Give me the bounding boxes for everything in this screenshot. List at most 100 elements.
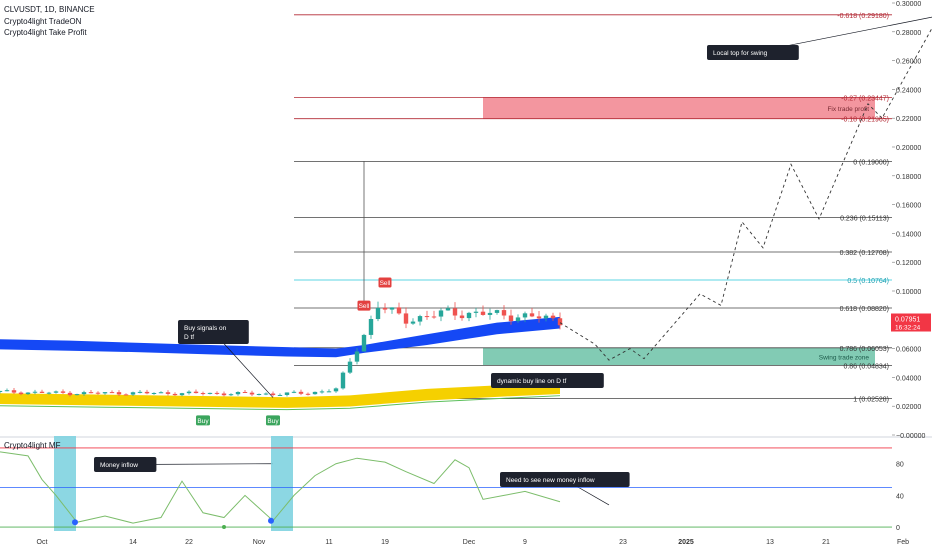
y-tick-label: 0.26000 xyxy=(896,59,921,66)
signal-badge xyxy=(378,277,392,288)
money-inflow-highlight xyxy=(54,436,76,531)
annotation-text: Buy signals on xyxy=(184,325,227,332)
candle-body xyxy=(116,392,122,395)
candle-body xyxy=(144,391,150,394)
candle-body xyxy=(172,393,178,396)
money-flow-pane xyxy=(0,436,892,531)
mf-tick-label: 80 xyxy=(896,462,904,469)
candle-body xyxy=(123,394,129,396)
annotation-box xyxy=(500,472,630,487)
x-tick-label: 22 xyxy=(185,539,193,546)
fix-trade-profit-zone xyxy=(483,97,875,119)
candle-body xyxy=(347,361,353,373)
annotation-text: D tf xyxy=(184,334,194,341)
candle-body xyxy=(557,318,563,326)
candle-body xyxy=(473,311,479,313)
annotation-box xyxy=(94,457,157,472)
x-tick-label: 9 xyxy=(523,539,527,546)
candle-body xyxy=(0,390,3,392)
candle-body xyxy=(221,393,227,396)
candle-body xyxy=(536,316,542,319)
mf-tick-label: 40 xyxy=(896,493,904,500)
projection-path xyxy=(559,27,932,361)
candle-body xyxy=(375,307,381,320)
candle-body xyxy=(529,313,535,317)
inflow-dot xyxy=(222,525,226,530)
zone-label: Fix trade profit xyxy=(827,106,869,113)
signal-label: Sell xyxy=(380,280,391,287)
x-tick-label: 14 xyxy=(129,539,137,546)
x-tick-label: 21 xyxy=(822,539,830,546)
fib-label: 0.236 (0.15113) xyxy=(840,215,889,222)
y-tick-label: 0.16000 xyxy=(896,203,921,210)
candle-body xyxy=(543,315,549,319)
candle-body xyxy=(32,391,38,393)
candle-body xyxy=(459,315,465,319)
candle-body xyxy=(494,310,500,313)
fib-label: 0.786 (0.06053) xyxy=(840,346,889,353)
zone-label: Swing trade zone xyxy=(819,355,870,362)
green-support-line xyxy=(0,395,561,411)
candle-body xyxy=(186,391,192,394)
candle-body xyxy=(368,319,374,335)
candle-body xyxy=(326,391,332,393)
signal-label: Buy xyxy=(267,418,279,425)
candle-body xyxy=(438,310,444,317)
candle-body xyxy=(480,311,486,315)
candle-body xyxy=(46,392,52,394)
candle-body xyxy=(466,312,472,319)
x-tick-label: 11 xyxy=(325,539,332,546)
annotation-text: Local top for swing xyxy=(713,50,768,57)
candles xyxy=(0,161,563,397)
last-price-countdown: 16:32:24 xyxy=(895,325,921,332)
candle-body xyxy=(550,315,556,319)
candle-body xyxy=(382,307,388,310)
candle-body xyxy=(389,307,395,310)
candle-body xyxy=(60,391,66,393)
candle-body xyxy=(515,317,521,322)
candle-body xyxy=(130,392,136,395)
fib-label: -0.618 (0.29180) xyxy=(837,13,889,20)
indicator-name[interactable]: Crypto4light Take Profit xyxy=(4,28,87,37)
candle-body xyxy=(193,391,199,394)
y-tick-label: −0.00000 xyxy=(896,433,925,440)
candle-body xyxy=(417,316,423,322)
candle-body xyxy=(102,392,108,394)
candle-body xyxy=(424,316,430,318)
fib-label: -0.18 (0.21965) xyxy=(841,117,889,124)
annotation-box xyxy=(178,320,249,344)
x-tick-label: 23 xyxy=(619,539,627,546)
inflow-marker xyxy=(72,519,78,526)
indicator-name[interactable]: Crypto4light TradeON xyxy=(4,16,82,26)
indicator-pane-title[interactable]: Crypto4light MF xyxy=(4,441,61,450)
candle-body xyxy=(214,392,220,394)
chart-legend: CLVUSDT, 1D, BINANCE Crypto4light TradeO… xyxy=(4,4,95,39)
y-tick-label: 0.18000 xyxy=(896,174,921,181)
y-tick-label: 0.24000 xyxy=(896,87,921,94)
candle-body xyxy=(256,394,262,396)
candle-body xyxy=(151,392,157,394)
yellow-buy-band xyxy=(0,382,560,408)
candle-body xyxy=(137,391,143,393)
fib-label: 0.618 (0.08820) xyxy=(840,306,889,313)
candle-body xyxy=(207,392,213,394)
y-tick-label: 0.28000 xyxy=(896,30,921,37)
candle-body xyxy=(4,390,10,392)
y-tick-label: 0.04000 xyxy=(896,375,921,382)
candle-body xyxy=(249,392,255,395)
candle-body xyxy=(81,392,87,395)
y-tick-label: 0.14000 xyxy=(896,231,921,238)
annotations: Local top for swing Buy signals on D tf dyn… xyxy=(94,16,932,506)
annotation-box xyxy=(707,45,799,60)
annotation-text: Money inflow xyxy=(100,462,138,469)
candle-body xyxy=(158,392,164,394)
candle-body xyxy=(291,391,297,393)
symbol-title[interactable]: CLVUSDT, 1D, BINANCE xyxy=(4,5,95,14)
x-tick-label: 2025 xyxy=(678,539,694,546)
candle-body xyxy=(18,392,24,395)
x-tick-label: Feb xyxy=(897,539,909,546)
x-tick-label: Nov xyxy=(253,539,266,546)
candle-body xyxy=(319,391,325,393)
y-tick-label: 0.12000 xyxy=(896,260,921,267)
